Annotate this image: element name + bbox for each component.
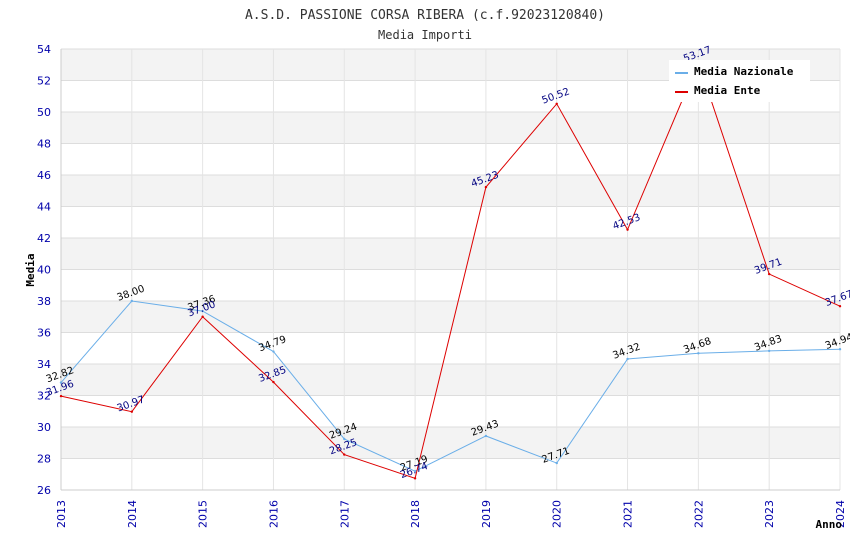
y-tick-label: 50 [37,106,51,119]
y-tick-label: 48 [37,138,51,151]
y-tick-label: 30 [37,421,51,434]
series-line-media-nazionale [60,300,841,472]
grid-band [61,175,840,207]
x-axis-label: Anno [816,518,843,531]
data-point [343,437,346,441]
x-tick-label: 2014 [126,500,139,528]
legend: Media Nazionale Media Ente [669,60,810,102]
x-tick-label: 2017 [338,500,351,528]
legend-label-media-ente: Media Ente [694,84,761,97]
chart-subtitle: Media Importi [378,28,472,42]
grid-band [61,206,840,238]
x-tick-label: 2023 [763,500,776,528]
grid-band [61,143,840,175]
data-point [59,394,63,398]
y-axis-label: Media [24,253,37,286]
data-point [272,380,275,384]
data-point [413,477,417,480]
grid-band [61,269,840,301]
data-point [59,381,63,384]
data-point [555,102,558,106]
x-tick-label: 2024 [834,500,847,528]
x-tick-label: 2021 [622,500,635,528]
x-tick-label: 2018 [409,500,422,528]
grid-band [61,112,840,144]
x-tick-label: 2019 [480,500,493,528]
grid-band [61,364,840,396]
data-point [413,470,417,473]
data-point [555,461,558,465]
data-point [201,309,204,313]
y-tick-label: 42 [37,232,51,245]
data-point [130,410,134,413]
y-tick-label: 44 [37,201,51,214]
data-point [272,350,275,353]
x-tick-label: 2022 [692,500,705,528]
grid-bands [61,49,840,490]
legend-box [669,60,810,102]
legend-label-media-nazionale: Media Nazionale [694,65,794,78]
data-point [484,185,488,189]
y-tick-label: 28 [37,453,51,466]
y-tick-label: 40 [37,264,51,277]
data-point [484,434,488,438]
data-point [838,304,842,308]
y-tick-label: 26 [37,484,51,497]
x-tick-label: 2015 [197,500,210,528]
y-tick-label: 52 [37,75,51,88]
y-tick-label: 54 [37,43,51,56]
y-tick-label: 32 [37,390,51,403]
x-tick-label: 2016 [267,500,280,528]
grid-band [61,332,840,364]
y-tick-label: 36 [37,327,51,340]
data-point [201,315,204,318]
grid-band [61,458,840,490]
grid-band [61,238,840,270]
x-tick-labels: 2013 2014 2015 2016 2017 2018 2019 2020 2021 2022… [55,500,847,528]
data-point [130,299,134,303]
data-point [767,272,771,276]
y-tick-label: 38 [37,295,51,308]
grid-band [61,301,840,333]
x-tick-label: 2013 [55,500,68,528]
chart-title: A.S.D. PASSIONE CORSA RIBERA (c.f.920231… [245,8,605,23]
data-point [838,347,842,351]
y-tick-labels: 26 28 30 32 34 36 38 40 42 44 46 48 50 52 54 [37,43,51,497]
data-point [343,453,346,456]
grid-lines [60,48,841,491]
grid-band [61,395,840,427]
y-tick-label: 34 [37,358,51,371]
y-tick-label: 46 [37,169,51,182]
data-point [626,357,629,361]
x-tick-label: 2020 [551,500,564,528]
data-point [767,349,771,353]
data-point [626,228,629,231]
data-point [697,352,700,355]
